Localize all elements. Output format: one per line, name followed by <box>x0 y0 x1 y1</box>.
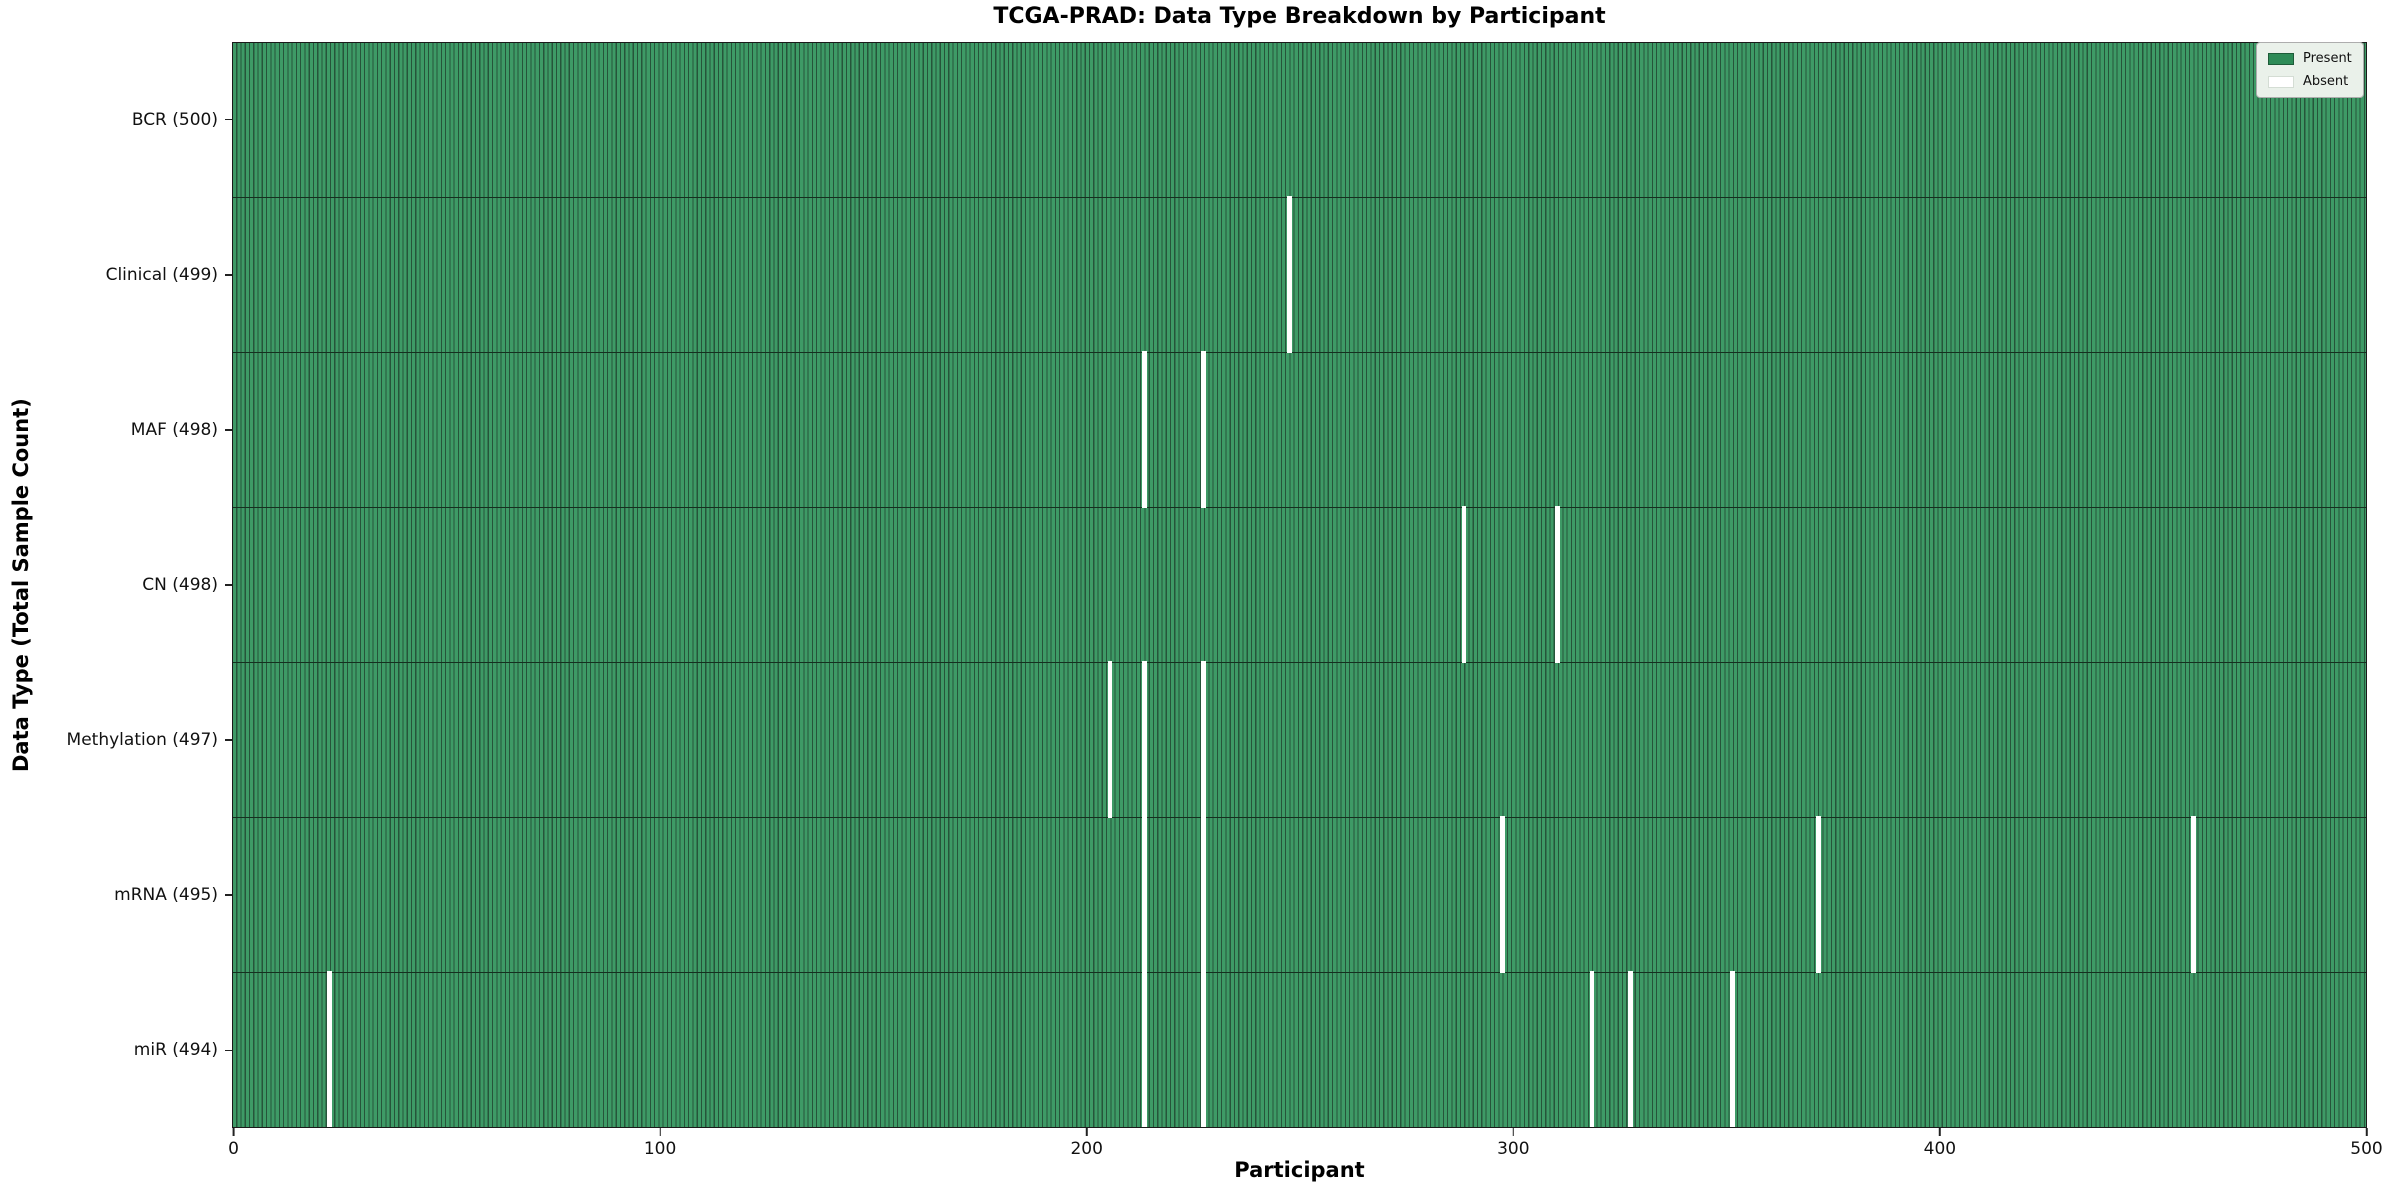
x-tick-mark <box>2365 1128 2368 1136</box>
x-tick: 400 <box>1924 1128 1956 1159</box>
y-tick-mark <box>225 584 232 586</box>
x-tick-mark <box>1512 1128 1515 1136</box>
plot-area <box>232 42 2367 1128</box>
y-tick-label: Methylation (497) <box>66 730 218 751</box>
y-tick: CN (498) <box>0 507 232 662</box>
x-tick-label: 200 <box>1070 1139 1103 1159</box>
x-tick: 100 <box>644 1128 676 1159</box>
heatmap-row-methylation <box>233 661 2366 819</box>
absent-gap <box>326 971 332 1127</box>
legend: Present Absent <box>2256 42 2364 98</box>
absent-gap <box>1201 661 1207 819</box>
y-tick-mark <box>225 739 232 741</box>
y-tick-mark <box>225 118 232 121</box>
y-tick: Clinical (499) <box>0 197 232 352</box>
absent-swatch-icon <box>2268 75 2294 88</box>
absent-gap <box>1627 971 1633 1127</box>
x-tick-mark <box>659 1128 661 1136</box>
x-tick-label: 400 <box>1923 1139 1957 1159</box>
x-tick-label: 300 <box>1497 1139 1530 1159</box>
legend-item-absent: Absent <box>2268 74 2352 89</box>
y-tick: miR (494) <box>0 973 232 1128</box>
x-tick-mark <box>1939 1128 1941 1136</box>
absent-gap <box>1141 661 1147 819</box>
y-tick-label: Clinical (499) <box>105 264 218 285</box>
absent-gap <box>1201 351 1207 509</box>
y-tick: BCR (500) <box>0 42 232 197</box>
absent-gap <box>1107 661 1113 819</box>
absent-gap <box>1286 196 1292 354</box>
heatmap-row-mrna <box>233 816 2366 974</box>
x-tick: 300 <box>1497 1128 1530 1159</box>
absent-gap <box>2191 816 2196 974</box>
absent-gap <box>1500 816 1505 974</box>
y-tick-label: MAF (498) <box>130 419 218 440</box>
y-tick-label: CN (498) <box>142 574 218 595</box>
x-tick-mark <box>232 1128 235 1136</box>
chart-title: TCGA-PRAD: Data Type Breakdown by Partic… <box>993 4 1606 29</box>
y-tick-mark <box>225 1049 232 1052</box>
x-tick-label: 100 <box>643 1139 677 1159</box>
x-tick-label: 500 <box>2350 1139 2383 1159</box>
legend-label: Present <box>2303 51 2352 66</box>
legend-label: Absent <box>2303 74 2349 89</box>
x-tick: 200 <box>1070 1128 1103 1159</box>
absent-gap <box>1141 816 1147 974</box>
absent-gap <box>1461 506 1467 664</box>
heatmap-row-clinical <box>233 196 2366 354</box>
absent-gap <box>1141 351 1147 509</box>
absent-gap <box>1730 971 1736 1127</box>
absent-gap <box>1201 971 1207 1127</box>
heatmap-row-mir <box>233 971 2366 1127</box>
absent-gap <box>1555 506 1561 664</box>
x-axis: 0 100 200 300 400 500 <box>228 1128 2383 1168</box>
y-tick-mark <box>225 273 232 276</box>
x-tick-label: 0 <box>228 1139 239 1159</box>
x-axis-label: Participant <box>1234 1158 1365 1182</box>
x-tick-mark <box>1085 1128 1088 1136</box>
y-tick: Methylation (497) <box>0 663 232 818</box>
x-tick: 500 <box>2350 1128 2383 1159</box>
absent-gap <box>1141 971 1147 1127</box>
heatmap-row-maf <box>233 351 2366 509</box>
y-tick-mark <box>225 429 232 431</box>
absent-gap <box>1589 971 1595 1127</box>
heatmap-row-cn <box>233 506 2366 664</box>
heatmap-row-bcr <box>233 43 2366 198</box>
absent-gap <box>1815 816 1821 974</box>
y-tick: mRNA (495) <box>0 818 232 973</box>
y-tick-label: miR (494) <box>133 1040 218 1061</box>
x-tick: 0 <box>228 1128 239 1159</box>
y-tick-label: mRNA (495) <box>114 885 218 906</box>
y-tick: MAF (498) <box>0 352 232 507</box>
y-tick-label: BCR (500) <box>131 109 218 130</box>
legend-item-present: Present <box>2268 51 2352 66</box>
y-axis: BCR (500) Clinical (499) MAF (498) CN (4… <box>0 42 232 1128</box>
y-tick-mark <box>225 894 232 897</box>
absent-gap <box>1201 816 1207 974</box>
present-swatch-icon <box>2268 52 2294 65</box>
